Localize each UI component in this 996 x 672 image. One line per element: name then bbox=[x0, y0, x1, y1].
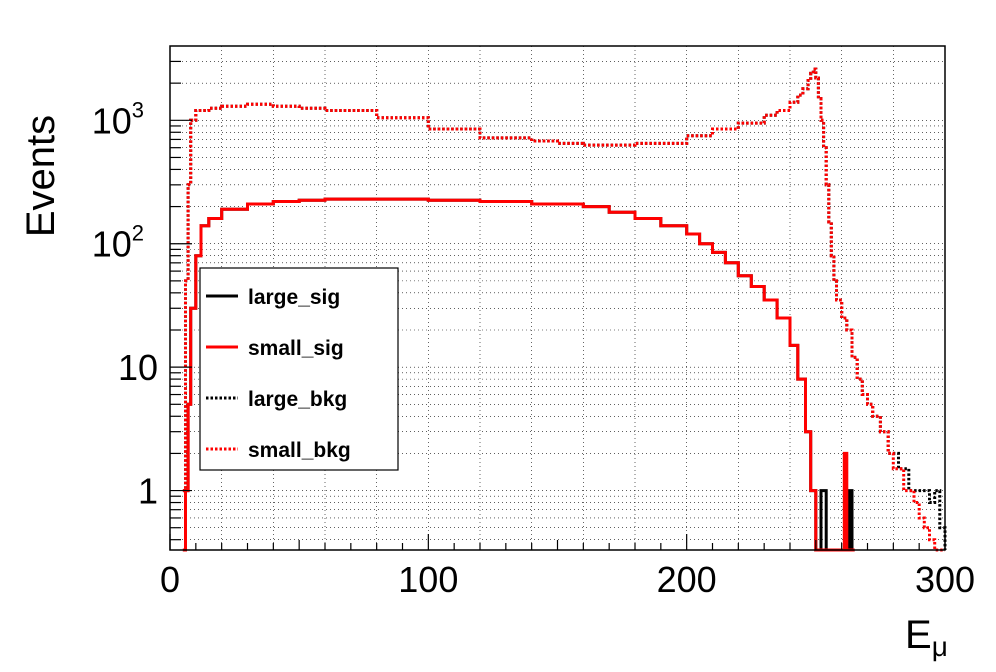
y-tick-label-exponent: 3 bbox=[132, 97, 144, 122]
series-small_sig bbox=[182, 197, 855, 552]
x-tick-label: 200 bbox=[657, 559, 717, 600]
series-layer bbox=[182, 67, 947, 552]
y-tick-label-base: 10 bbox=[92, 100, 132, 141]
legend-label-small_bkg: small_bkg bbox=[248, 439, 351, 462]
x-tick-label: 300 bbox=[915, 559, 975, 600]
x-tick-label: 0 bbox=[160, 559, 180, 600]
series-small_bkg bbox=[182, 67, 945, 552]
y-tick-label-base: 10 bbox=[92, 224, 132, 265]
y-tick-label: 102 bbox=[92, 221, 144, 265]
x-axis-label-main: E bbox=[905, 613, 932, 657]
legend-label-large_bkg: large_bkg bbox=[248, 388, 347, 411]
legend: large_sig small_sig large_bkg small_bkg bbox=[199, 267, 399, 471]
y-axis-label: Events bbox=[19, 115, 63, 237]
x-tick-label: 100 bbox=[398, 559, 458, 600]
legend-label-large_sig: large_sig bbox=[248, 286, 340, 309]
y-tick-label: 1 bbox=[138, 471, 158, 512]
x-axis-label-subscript: μ bbox=[932, 631, 948, 662]
x-axis-label: Eμ bbox=[905, 613, 948, 662]
y-tick-label-exponent: 2 bbox=[132, 221, 144, 246]
y-tick-label: 10 bbox=[118, 347, 158, 388]
legend-box bbox=[199, 267, 399, 471]
axis-ticks bbox=[169, 60, 946, 550]
y-tick-label: 103 bbox=[92, 97, 144, 141]
legend-label-small_sig: small_sig bbox=[248, 337, 344, 360]
